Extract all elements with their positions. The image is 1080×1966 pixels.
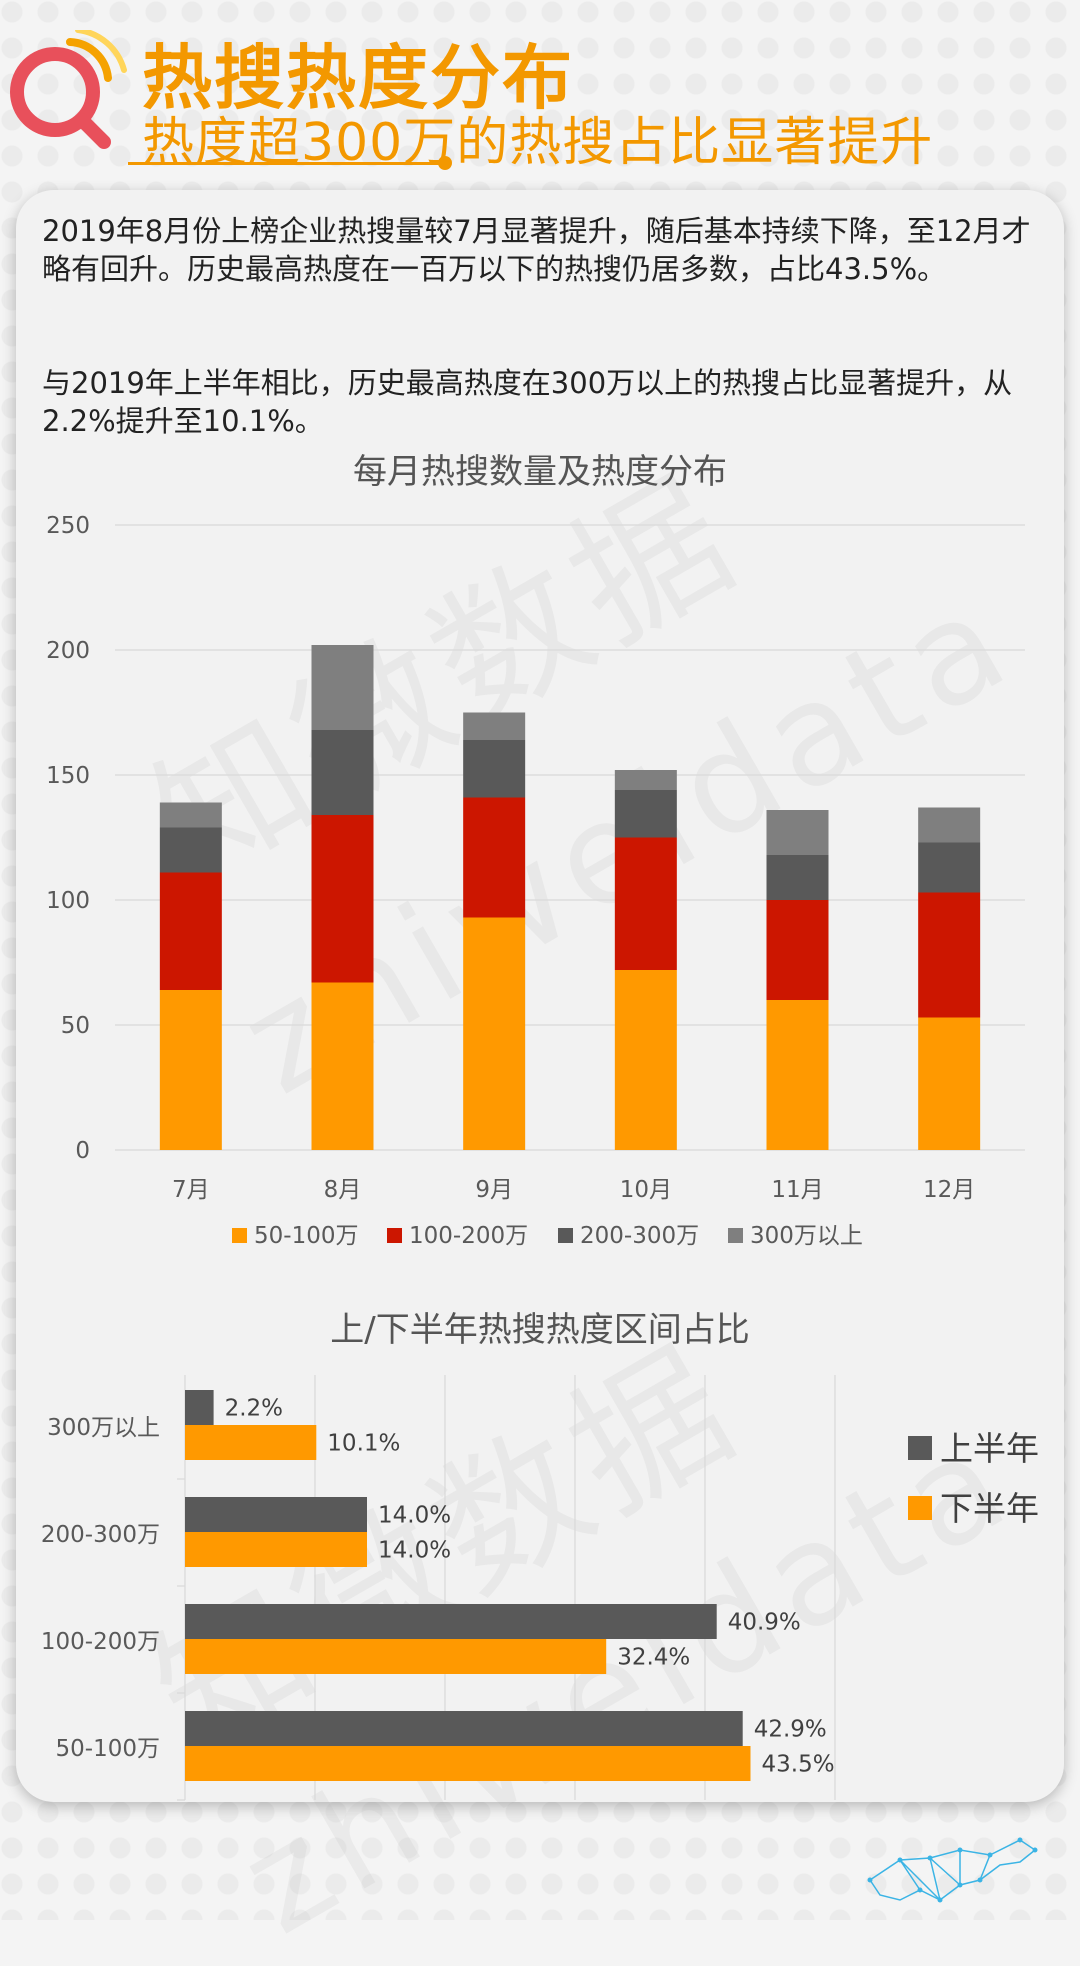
page-title: 热搜热度分布 — [142, 37, 574, 119]
title-underline-dot — [438, 156, 452, 170]
x-tick-label: 10月 — [620, 1177, 672, 1203]
bar — [185, 1425, 317, 1460]
data-label: 42.9% — [754, 1717, 827, 1743]
header: 热搜热度分布 热度超300万的热搜占比显著提升 — [0, 0, 1080, 180]
bar-segment — [766, 900, 829, 1000]
y-tick-label: 0 — [75, 1138, 90, 1164]
bar-segment — [463, 740, 526, 798]
legend-label: 下半年 — [940, 1489, 1039, 1528]
legend-swatch — [387, 1228, 402, 1243]
x-tick-label: 9月 — [475, 1177, 513, 1203]
bar — [185, 1604, 717, 1639]
chart1-title: 每月热搜数量及热度分布 — [353, 452, 727, 492]
bar-segment — [463, 712, 526, 740]
y-tick-label: 100 — [46, 888, 90, 914]
data-label: 2.2% — [225, 1396, 283, 1422]
legend-swatch — [728, 1228, 743, 1243]
y-category-label: 50-100万 — [56, 1736, 160, 1762]
bar-segment — [311, 982, 374, 1150]
y-tick-label: 150 — [46, 763, 90, 789]
bar-segment — [159, 802, 222, 828]
legend-label: 100-200万 — [409, 1223, 528, 1249]
bar — [185, 1711, 743, 1746]
half-year-horizontal-bar-chart: 300万以上 2.2% 10.1% 200-300万 14.0% 14.0% 100-200… — [41, 1375, 1039, 1801]
title-underline — [128, 162, 448, 165]
data-label: 14.0% — [378, 1538, 451, 1564]
monthly-stacked-bar-chart: 0 50 100 150 200 250 7月 8月 9月 10月 11月 12月 50-100万 100… — [46, 513, 1025, 1249]
data-label: 40.9% — [728, 1610, 801, 1636]
legend-swatch — [908, 1496, 932, 1520]
legend-label: 300万以上 — [750, 1223, 863, 1249]
cheetah-logo-icon — [867, 1837, 1038, 1903]
bar-segment — [311, 645, 374, 730]
y-category-label: 100-200万 — [41, 1629, 160, 1655]
legend-label: 上半年 — [940, 1429, 1039, 1468]
x-tick-label: 7月 — [172, 1177, 210, 1203]
bar-segment — [159, 990, 222, 1150]
search-logo-icon — [10, 30, 127, 149]
x-tick-label: 12月 — [923, 1177, 975, 1203]
bar-segment — [614, 970, 677, 1150]
bar-segment — [614, 837, 677, 970]
bar-segment — [614, 790, 677, 838]
bar — [185, 1390, 214, 1425]
bar — [185, 1497, 367, 1532]
x-tick-label: 8月 — [324, 1177, 362, 1203]
data-label: 10.1% — [327, 1431, 400, 1457]
legend-swatch — [558, 1228, 573, 1243]
bar-segment — [766, 810, 829, 855]
bar-segment — [918, 842, 981, 893]
bar-segment — [614, 770, 677, 790]
legend-label: 200-300万 — [580, 1223, 699, 1249]
x-tick-label: 11月 — [771, 1177, 823, 1203]
description-paragraph-1: 2019年8月份上榜企业热搜量较7月显著提升，随后基本持续下降，至12月才略有回… — [42, 214, 1031, 286]
bar — [185, 1639, 607, 1674]
bar-segment — [766, 855, 829, 900]
bar — [185, 1532, 367, 1567]
bar-segment — [918, 1017, 981, 1150]
data-label: 32.4% — [617, 1645, 690, 1671]
bar-segment — [918, 807, 981, 843]
bar-segment — [159, 827, 222, 873]
bar-segment — [463, 797, 526, 918]
bar-segment — [311, 730, 374, 815]
bar-segment — [766, 1000, 829, 1150]
bar — [185, 1746, 751, 1781]
legend-swatch — [232, 1228, 247, 1243]
data-label: 43.5% — [762, 1752, 835, 1778]
bar-segment — [311, 815, 374, 983]
y-category-label: 200-300万 — [41, 1522, 160, 1548]
legend-label: 50-100万 — [254, 1223, 358, 1249]
description-paragraph-2: 与2019年上半年相比，历史最高热度在300万以上的热搜占比显著提升，从2.2%… — [42, 366, 1013, 438]
bar-segment — [463, 917, 526, 1150]
y-tick-label: 250 — [46, 513, 90, 539]
y-tick-label: 200 — [46, 638, 90, 664]
data-label: 14.0% — [378, 1503, 451, 1529]
bar-segment — [159, 872, 222, 990]
legend-swatch — [908, 1436, 932, 1460]
bar-segment — [918, 892, 981, 1018]
chart2-title: 上/下半年热搜热度区间占比 — [330, 1310, 750, 1350]
y-tick-label: 50 — [61, 1013, 90, 1039]
y-category-label: 300万以上 — [47, 1415, 160, 1441]
